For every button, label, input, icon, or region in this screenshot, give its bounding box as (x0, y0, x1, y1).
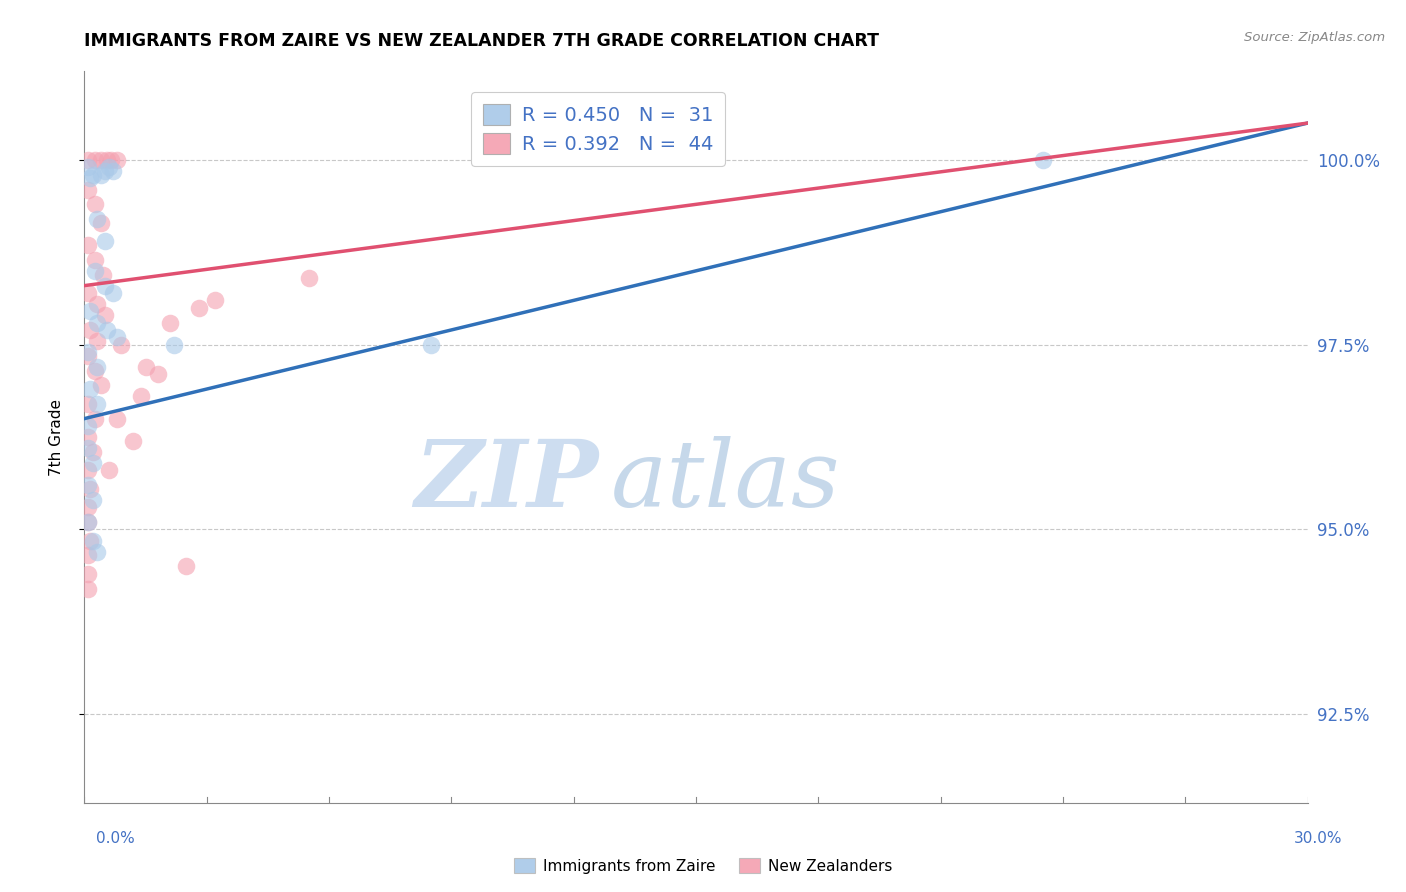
Text: ZIP: ZIP (413, 436, 598, 526)
Point (77, 345, 100, 359)
Point (90, 216, 112, 230)
Point (82, 168, 104, 182)
Point (131, 389, 153, 403)
Point (298, 271, 321, 285)
Point (77, 161, 100, 175)
Point (77, 582, 100, 596)
Point (86, 359, 108, 374)
Legend: Immigrants from Zaire, New Zealanders: Immigrants from Zaire, New Zealanders (506, 850, 900, 881)
Text: atlas: atlas (610, 436, 839, 526)
Point (101, 285, 124, 300)
Point (93, 235, 115, 249)
Point (79, 533, 101, 548)
Point (90, 168, 112, 182)
Point (77, 566, 100, 581)
Point (159, 316, 181, 330)
Point (79, 304, 101, 318)
Text: 0.0%: 0.0% (96, 831, 135, 847)
Point (79, 382, 101, 396)
Point (83, 264, 105, 278)
Point (79, 482, 101, 496)
Point (77, 397, 100, 411)
Point (82, 456, 104, 470)
Point (91, 268, 114, 282)
Point (77, 500, 100, 515)
Point (187, 301, 209, 315)
Point (204, 293, 226, 308)
Point (82, 492, 104, 507)
Point (420, 337, 443, 351)
Point (110, 337, 132, 351)
Text: 30.0%: 30.0% (1295, 831, 1343, 847)
Point (86, 297, 108, 311)
Y-axis label: 7th Grade: 7th Grade (49, 399, 63, 475)
Point (122, 434, 145, 448)
Point (97, 161, 120, 175)
Point (105, 153, 128, 167)
Point (86, 212, 108, 227)
Point (93, 278, 115, 293)
Text: IMMIGRANTS FROM ZAIRE VS NEW ZEALANDER 7TH GRADE CORRELATION CHART: IMMIGRANTS FROM ZAIRE VS NEW ZEALANDER 7… (84, 32, 879, 50)
Point (135, 359, 157, 374)
Point (163, 337, 186, 351)
Point (77, 419, 100, 434)
Legend: R = 0.450   N =  31, R = 0.392   N =  44: R = 0.450 N = 31, R = 0.392 N = 44 (471, 92, 725, 166)
Point (86, 334, 108, 348)
Point (96, 153, 118, 167)
Point (77, 153, 100, 167)
Point (174, 559, 197, 574)
Point (105, 411, 128, 425)
Point (77, 549, 100, 563)
Point (77, 478, 100, 492)
Point (77, 515, 100, 529)
Point (83, 252, 105, 267)
Point (97, 463, 120, 477)
Point (77, 285, 100, 300)
Point (86, 544, 108, 558)
Point (83, 153, 105, 167)
Point (93, 308, 115, 322)
Point (86, 397, 108, 411)
Point (77, 441, 100, 455)
Point (93, 164, 115, 178)
Point (83, 411, 105, 425)
Point (79, 171, 101, 186)
Point (83, 197, 105, 211)
Point (77, 430, 100, 444)
Text: Source: ZipAtlas.com: Source: ZipAtlas.com (1244, 31, 1385, 45)
Point (90, 153, 112, 167)
Point (90, 378, 112, 392)
Point (146, 368, 169, 382)
Point (1032, 153, 1054, 167)
Point (77, 238, 100, 252)
Point (96, 323, 118, 337)
Point (83, 363, 105, 377)
Point (79, 323, 101, 337)
Point (82, 445, 104, 459)
Point (77, 515, 100, 529)
Point (82, 533, 104, 548)
Point (77, 183, 100, 197)
Point (77, 349, 100, 363)
Point (101, 164, 124, 178)
Point (105, 330, 128, 344)
Point (100, 153, 122, 167)
Point (86, 316, 108, 330)
Point (77, 463, 100, 477)
